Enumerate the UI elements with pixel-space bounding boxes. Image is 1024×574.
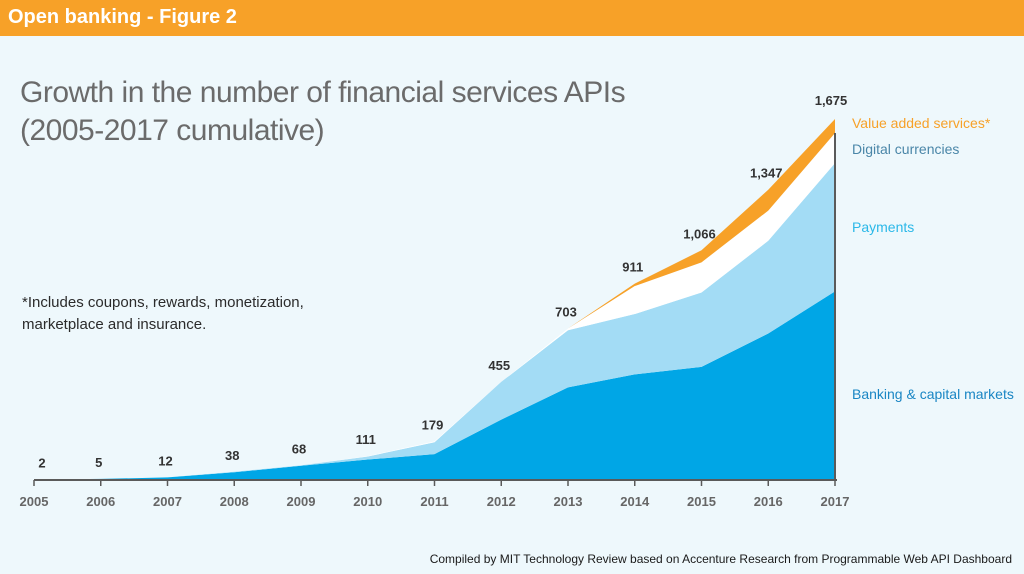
data-label: 2	[38, 456, 45, 471]
x-tick-label: 2012	[487, 494, 516, 509]
data-label: 38	[225, 448, 239, 463]
legend-banking-capital-markets: Banking & capital markets	[852, 386, 1014, 402]
chart-title-line-1: Growth in the number of financial servic…	[20, 76, 626, 109]
x-tick-label: 2006	[86, 494, 115, 509]
x-tick-label: 2011	[420, 494, 448, 509]
x-tick-label: 2016	[754, 494, 783, 509]
x-tick-label: 2009	[287, 494, 316, 509]
footnote: *Includes coupons, rewards, monetization…	[22, 294, 304, 333]
source-credit: Compiled by MIT Technology Review based …	[429, 552, 1012, 566]
x-tick-label: 2017	[821, 494, 850, 509]
legend-digital-currencies: Digital currencies	[852, 141, 959, 157]
x-tick-label: 2007	[153, 494, 182, 509]
data-label: 1,347	[750, 166, 783, 181]
data-label: 12	[158, 453, 172, 468]
x-tick-label: 2010	[353, 494, 382, 509]
data-label: 111	[356, 432, 376, 447]
data-label: 68	[292, 441, 306, 456]
banking-area	[34, 291, 835, 480]
data-label: 1,066	[683, 226, 716, 241]
data-label: 1,675	[815, 93, 848, 108]
legend-value-added: Value added services*	[852, 115, 991, 131]
x-tick-label: 2013	[554, 494, 583, 509]
x-tick-label: 2005	[20, 494, 49, 509]
x-tick-label: 2015	[687, 494, 716, 509]
payments-area	[34, 163, 835, 480]
legend-payments: Payments	[852, 219, 914, 235]
header-banner: Open banking - Figure 2	[0, 0, 1024, 36]
x-tick-label: 2014	[620, 494, 650, 509]
chart-title-line-2: (2005-2017 cumulative)	[20, 114, 325, 147]
data-label: 5	[95, 455, 102, 470]
chart-title: Growth in the number of financial servic…	[20, 74, 660, 150]
banner-title: Open banking - Figure 2	[8, 6, 237, 28]
x-tick-label: 2008	[220, 494, 249, 509]
data-label: 911	[622, 260, 643, 275]
data-label: 455	[488, 358, 510, 373]
data-label: 703	[555, 304, 577, 319]
data-label: 179	[422, 417, 444, 432]
